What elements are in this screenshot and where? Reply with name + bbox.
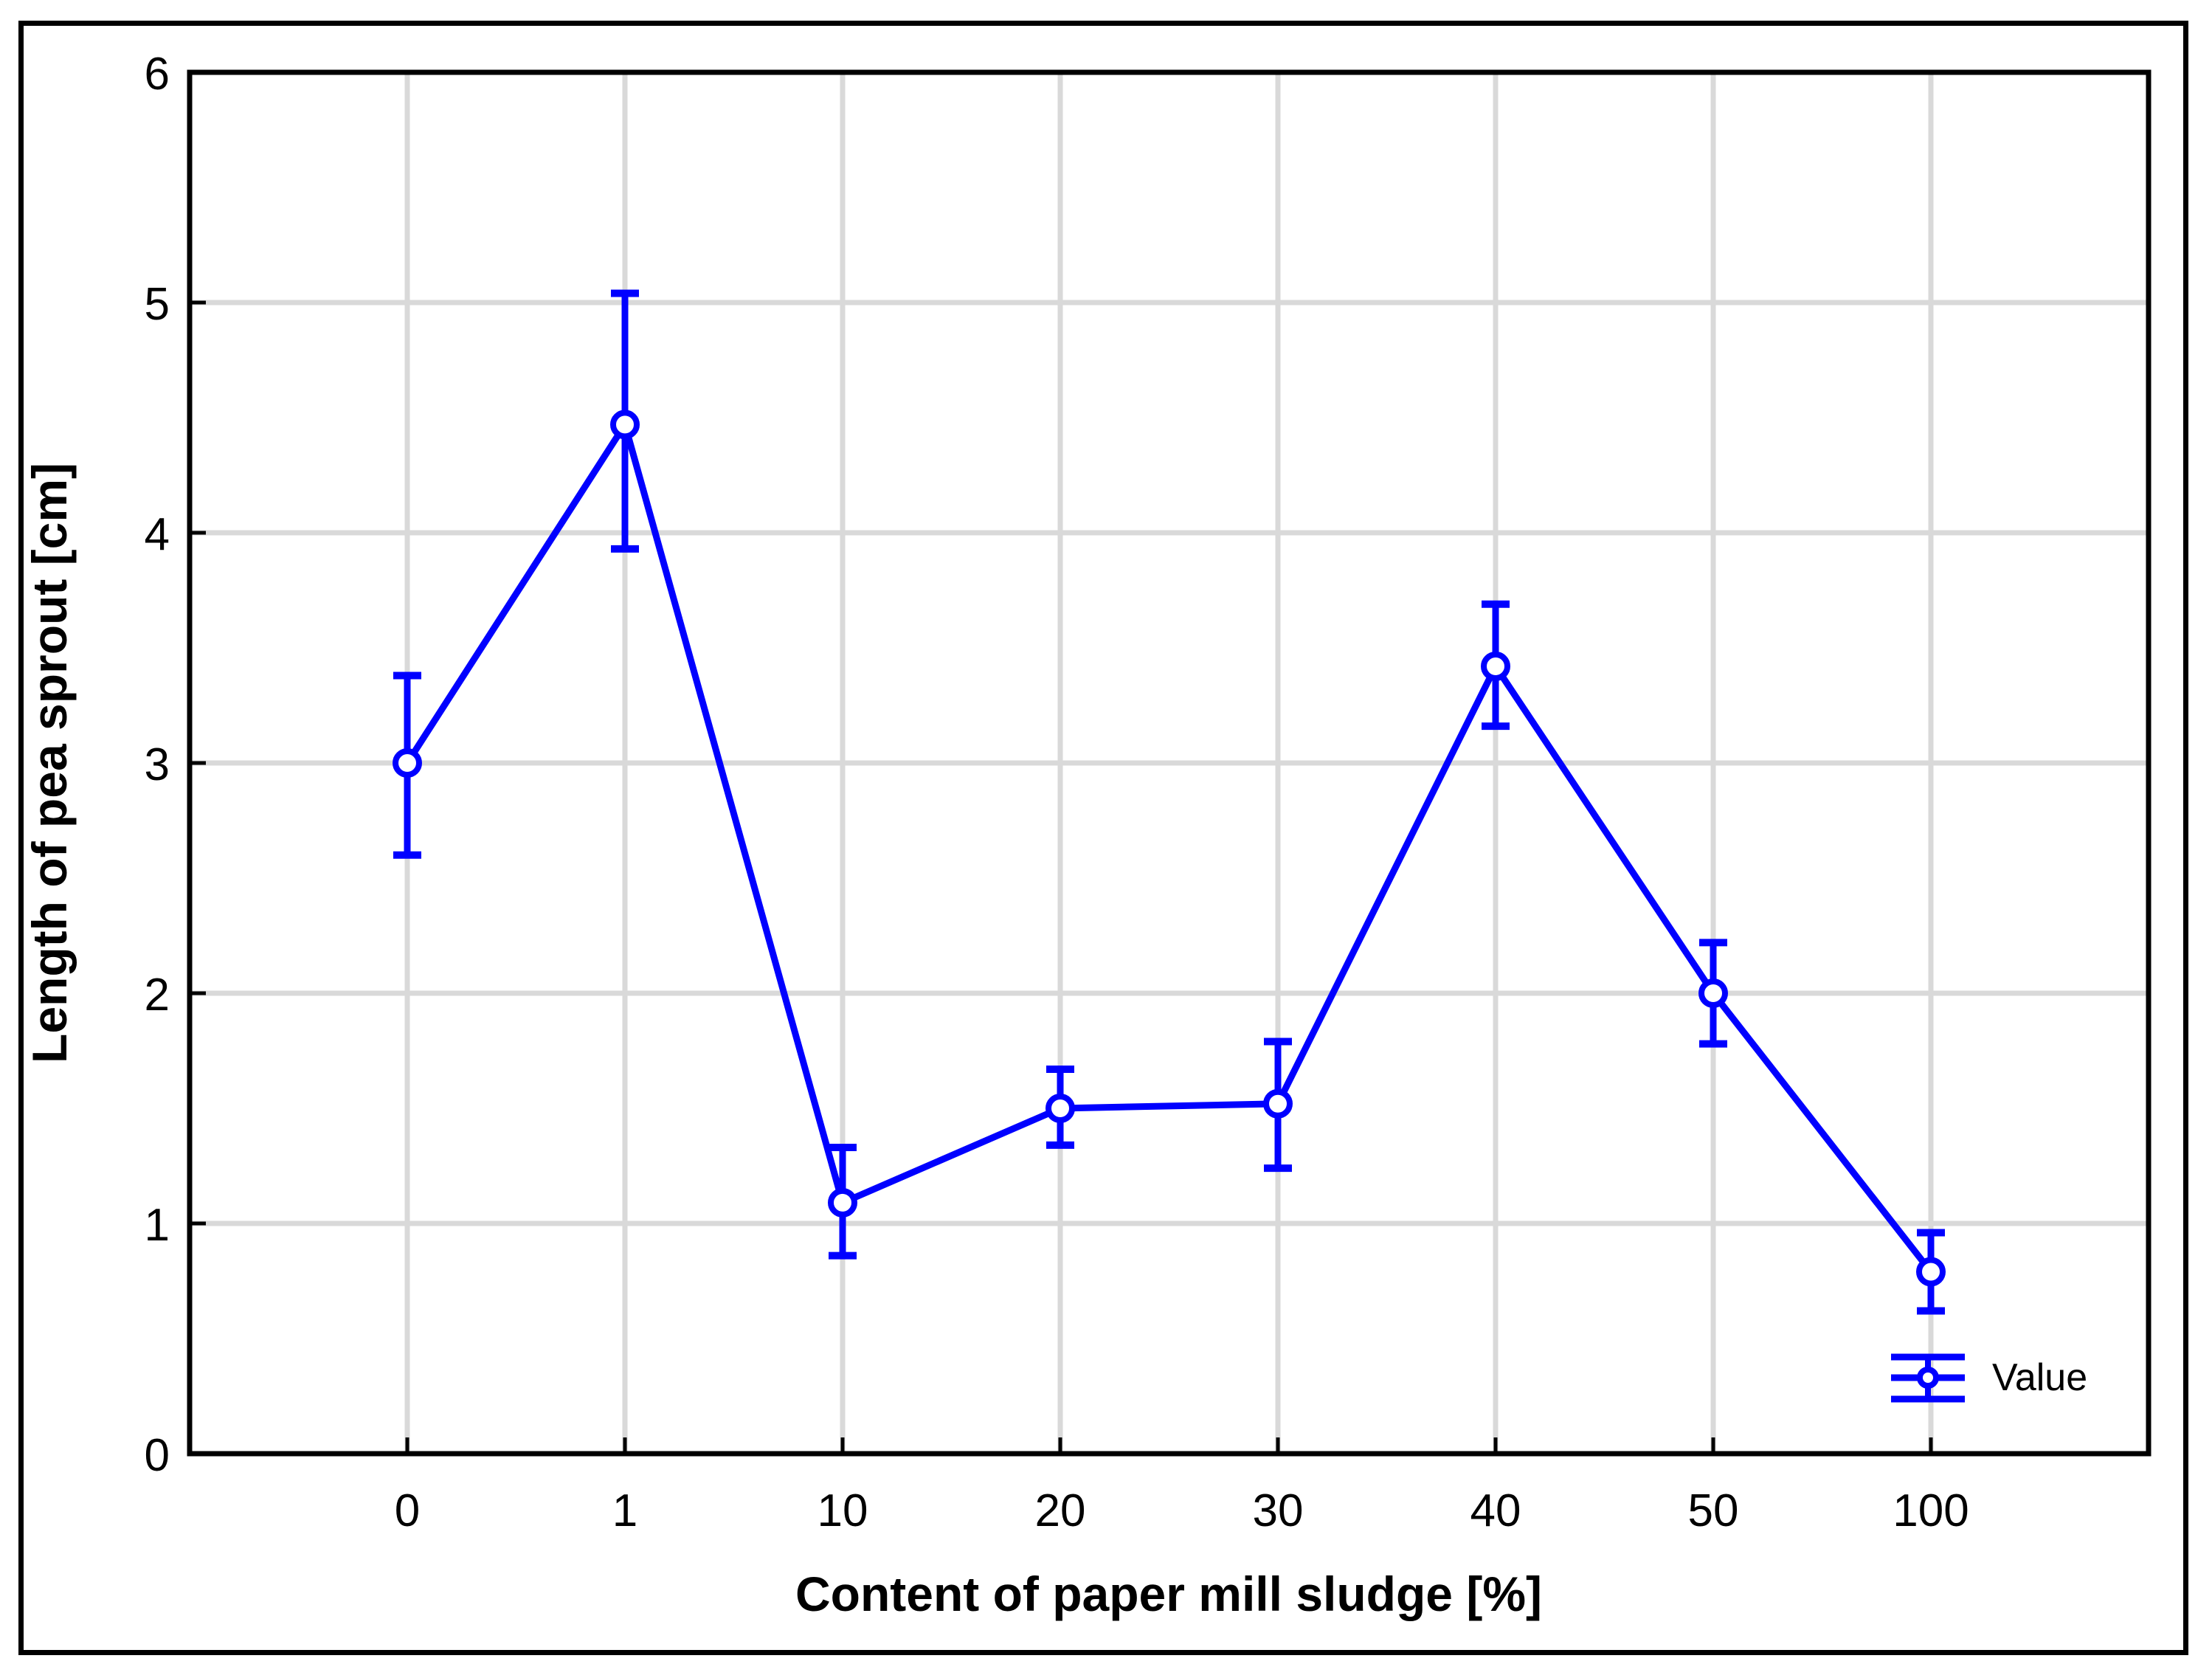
legend-glyph-marker — [1917, 1367, 1939, 1389]
data-point-marker — [1045, 1094, 1075, 1123]
x-tick-label: 1 — [612, 1485, 637, 1536]
y-tick-label: 1 — [145, 1200, 170, 1251]
data-point-marker — [1698, 978, 1728, 1008]
legend-label: Value — [1992, 1356, 2087, 1399]
data-point-marker — [610, 410, 640, 440]
legend: Value — [1891, 1353, 2087, 1403]
x-tick-label: 20 — [1035, 1485, 1086, 1536]
data-point-marker — [1263, 1088, 1293, 1119]
data-point-marker — [393, 748, 422, 778]
data-point-marker — [1481, 651, 1510, 681]
x-tick-label: 30 — [1253, 1485, 1304, 1536]
y-axis-title: Length of pea sprout [cm] — [22, 463, 77, 1063]
figure-border — [18, 21, 2188, 1655]
x-tick-label: 100 — [1893, 1485, 1969, 1536]
marker-layer — [393, 410, 1946, 1287]
x-tick-label: 40 — [1470, 1485, 1521, 1536]
grid-layer — [190, 72, 2149, 1454]
x-tick-label: 50 — [1688, 1485, 1739, 1536]
plot-border — [187, 69, 2151, 1457]
y-tick-label: 0 — [145, 1430, 170, 1481]
data-point-marker — [828, 1187, 857, 1218]
y-tick-label: 2 — [145, 970, 170, 1021]
legend-errorbar-icon — [1891, 1353, 1965, 1403]
x-tick-label: 0 — [395, 1485, 420, 1536]
series-line — [404, 416, 1934, 1274]
y-tick-label: 3 — [145, 739, 170, 790]
series-layer — [404, 416, 1934, 1274]
y-tick-label: 4 — [145, 509, 170, 560]
x-tick-labels: 0 1 10 20 30 40 50 100 — [395, 1485, 1969, 1536]
y-tick-labels: 0 1 2 3 4 5 6 — [145, 49, 170, 1481]
x-axis-title: Content of paper mill sludge [%] — [795, 1567, 1542, 1621]
data-point-marker — [1916, 1257, 1946, 1287]
y-tick-label: 6 — [145, 49, 170, 100]
y-tick-label: 5 — [145, 279, 170, 330]
x-tick-label: 10 — [818, 1485, 868, 1536]
